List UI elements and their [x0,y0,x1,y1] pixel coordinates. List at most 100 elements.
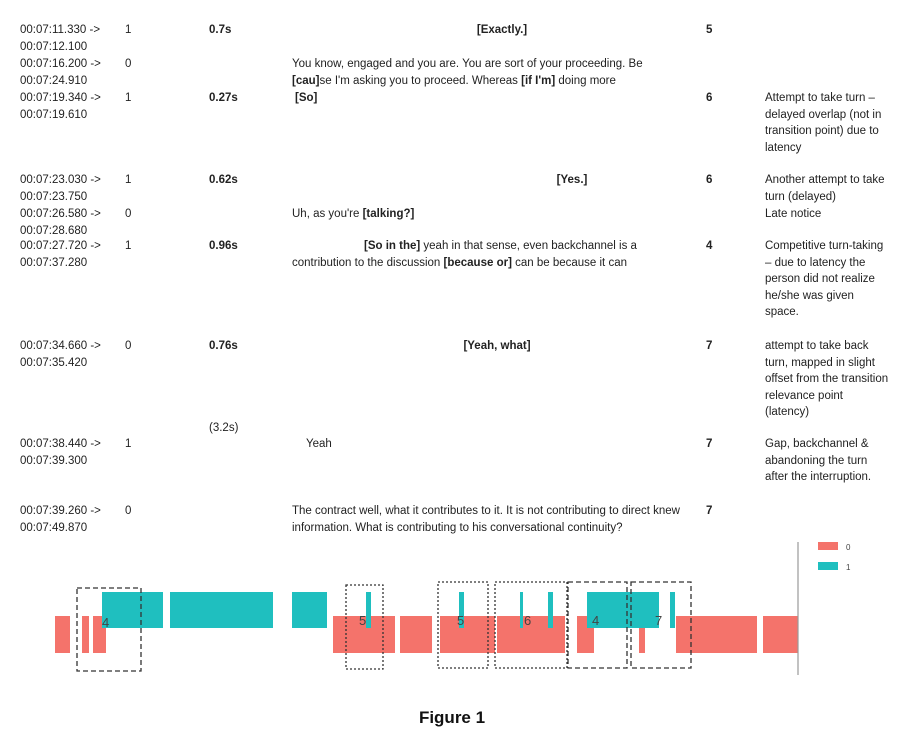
overlap-marker: [cau] [292,74,320,87]
speech-segment: Yeah [306,438,332,450]
speech-segment: yeah in that sense, even backchannel is … [292,240,637,269]
speech-segment: Uh, as you're [292,208,363,220]
speaker-id: 1 [125,24,132,36]
rating-value: 4 [706,240,713,252]
speaker-0-segment [400,616,432,653]
speaker-0-segment [440,616,495,653]
utterance-text: [Exactly.] [292,22,712,39]
annotation-note: Competitive turn-taking – due to latency… [765,240,884,318]
time-end: 00:07:19.610 [20,108,88,121]
time-start: 00:07:34.660 -> [20,340,101,352]
speaker-1-segment [292,592,327,628]
time-start: 00:07:16.200 -> [20,58,101,70]
time-start: 00:07:19.340 -> [20,92,101,104]
time-start: 00:07:11.330 -> [20,24,101,36]
speaker-1-segment [520,592,523,628]
box-rating-label: 5 [457,613,464,628]
utterance-text: You know, engaged and you are. You are s… [292,56,682,89]
speech-segment: You know, engaged and you are. You are s… [292,58,643,70]
speaker-1-segment [670,592,675,628]
overlap-marker: [if I'm] [521,74,556,87]
annotation-note: Gap, backchannel & abandoning the turn a… [765,438,872,483]
speaker-id: 0 [125,340,132,352]
speaker-id: 0 [125,208,132,220]
speech-segment: The contract well, what it contributes t… [292,505,680,534]
gap-duration: 0.62s [209,174,238,186]
rating-value: 7 [706,438,713,450]
overlap-marker: [So in the] [364,240,421,252]
annotation-note: attempt to take back turn, mapped in sli… [765,340,889,418]
time-end: 00:07:49.870 [20,521,88,534]
box-rating-label: 7 [655,613,662,628]
box-rating-label: 4 [102,615,109,630]
legend-swatch [818,562,838,570]
overlap-marker: [Yes.] [556,174,588,186]
time-start: 00:07:26.580 -> [20,208,101,220]
speaker-0-segment [82,616,89,653]
speaker-id: 0 [125,58,132,70]
overlap-marker: [So] [295,92,318,104]
annotation-note: Another attempt to take turn (delayed) [765,174,885,203]
gap-duration: 0.76s [209,340,238,352]
time-end: 00:07:28.680 [20,224,88,237]
speech-segment: doing more [555,74,616,87]
annotation-box [630,581,692,669]
time-end: 00:07:23.750 [20,190,88,203]
annotation-box [345,584,384,670]
time-start: 00:07:39.260 -> [20,505,101,517]
legend-label: 1 [846,563,851,572]
speaker-id: 1 [125,92,132,104]
time-end: 00:07:35.420 [20,356,88,369]
gap-duration: 0.27s [209,92,238,104]
box-rating-label: 5 [359,613,366,628]
turn-timeline-figure: 4 5 5 6 4 7 0 1 [55,542,851,675]
utterance-text: [So in the] yeah in that sense, even bac… [292,238,692,271]
speaker-1-segment [587,592,659,628]
rating-value: 7 [706,340,713,352]
annotation-box [494,581,568,669]
figure-caption: Figure 1 [418,708,486,727]
annotation-box [76,587,142,672]
time-end: 00:07:37.280 [20,256,88,269]
time-start: 00:07:38.440 -> [20,438,101,450]
utterance-text: [Yeah, what] [292,338,702,355]
gap-duration: 0.96s [209,240,238,252]
utterance-text: [So] [295,90,685,107]
pause-duration: (3.2s) [209,422,239,434]
overlap-marker: [because or] [443,256,512,269]
speaker-0-segment [763,616,798,653]
speaker-0-segment [333,616,395,653]
utterance-text: The contract well, what it contributes t… [292,503,702,536]
time-end: 00:07:12.100 [20,40,88,53]
overlap-marker: [talking?] [362,208,415,220]
time-start: 00:07:23.030 -> [20,174,101,186]
rating-value: 5 [706,24,713,36]
box-rating-label: 6 [524,613,531,628]
legend-swatch [818,542,838,550]
rating-value: 7 [706,505,713,517]
speech-segment: se I'm asking you to proceed. Whereas [319,74,522,87]
overlap-marker: [Exactly.] [476,24,528,36]
time-end: 00:07:39.300 [20,454,88,467]
time-start: 00:07:27.720 -> [20,240,101,252]
overlap-marker: [Yeah, what] [463,340,531,352]
utterance-text: Yeah [306,436,696,453]
legend-label: 0 [846,543,851,552]
speaker-0-segment [55,616,70,653]
box-rating-label: 4 [592,613,599,628]
annotation-note: Late notice [765,208,822,220]
rating-value: 6 [706,92,713,104]
speaker-id: 1 [125,240,132,252]
speaker-1-segment [102,592,163,628]
speaker-1-segment [170,592,273,628]
speaker-0-segment [676,616,757,653]
speaker-1-segment [548,592,553,628]
utterance-text: Uh, as you're [talking?] [292,206,682,223]
speaker-id: 0 [125,505,132,517]
utterance-text: [Yes.] [292,172,852,189]
speaker-1-segment [366,592,371,628]
speaker-0-segment [497,616,565,653]
speaker-id: 1 [125,174,132,186]
annotation-box [437,581,489,669]
speech-segment: can be because it can [511,256,627,269]
